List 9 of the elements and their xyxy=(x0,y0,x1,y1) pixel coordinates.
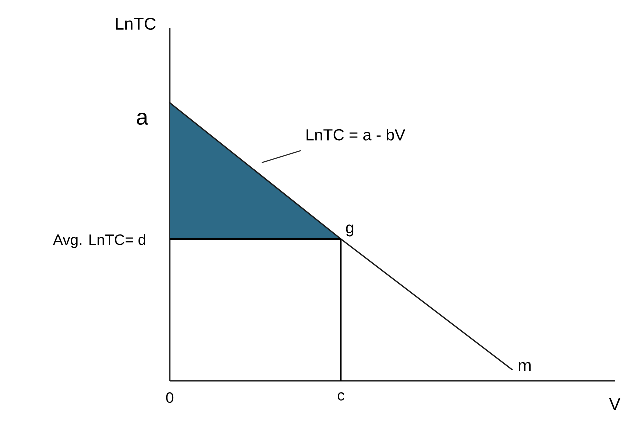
x-tick-label: c xyxy=(338,392,345,401)
x-tick-label: 0 xyxy=(166,392,174,404)
y-axis-title: LnTC xyxy=(116,18,156,30)
annotation: LnTC = a - bV xyxy=(306,129,406,141)
x-axis-title: V xyxy=(609,398,621,410)
ref-line-label: Avg. LnTC= d xyxy=(53,234,146,248)
annotation: a xyxy=(137,113,148,126)
annotation: g xyxy=(346,224,354,237)
annotation: m xyxy=(518,362,531,372)
